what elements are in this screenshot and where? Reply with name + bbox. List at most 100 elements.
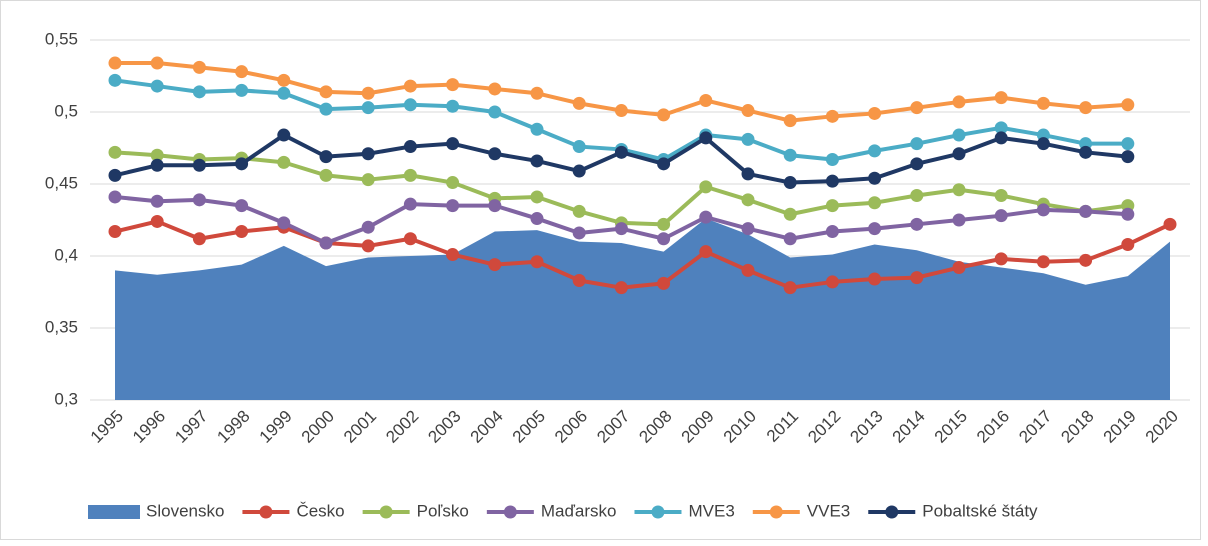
marker: [488, 105, 502, 119]
marker: [277, 128, 291, 142]
marker: [108, 190, 122, 204]
marker: [319, 150, 333, 164]
legend-label: Slovensko: [146, 501, 224, 520]
marker: [361, 239, 375, 253]
marker: [657, 217, 671, 231]
marker: [994, 189, 1008, 203]
marker: [572, 140, 586, 154]
marker: [235, 225, 249, 239]
marker: [446, 176, 460, 190]
marker: [235, 199, 249, 213]
legend-label: VVE3: [807, 501, 850, 520]
marker: [699, 131, 713, 145]
marker: [192, 232, 206, 246]
marker: [572, 164, 586, 178]
legend-label: Poľsko: [417, 501, 469, 520]
y-tick-label: 0,4: [54, 245, 78, 264]
line: [114, 219, 1171, 290]
marker: [910, 217, 924, 231]
marker: [994, 131, 1008, 145]
marker: [1121, 98, 1135, 112]
legend-label: Pobaltské štáty: [922, 501, 1038, 520]
marker: [319, 85, 333, 99]
marker: [488, 147, 502, 161]
marker: [488, 258, 502, 272]
marker: [783, 232, 797, 246]
marker: [994, 91, 1008, 105]
marker: [1121, 207, 1135, 221]
marker: [952, 147, 966, 161]
marker: [825, 153, 839, 167]
marker: [614, 145, 628, 159]
legend-marker: [503, 505, 517, 519]
marker: [108, 73, 122, 87]
marker: [361, 86, 375, 100]
marker: [150, 56, 164, 70]
marker: [403, 197, 417, 211]
marker: [783, 176, 797, 190]
y-tick-label: 0,45: [45, 173, 78, 192]
marker: [741, 132, 755, 146]
legend-marker: [651, 505, 665, 519]
legend-marker: [259, 505, 273, 519]
marker: [657, 108, 671, 122]
marker: [361, 220, 375, 234]
marker: [1121, 237, 1135, 251]
marker: [741, 167, 755, 181]
marker: [868, 272, 882, 286]
marker: [614, 104, 628, 118]
legend-marker: [379, 505, 393, 519]
marker: [108, 145, 122, 159]
marker: [910, 157, 924, 171]
marker: [446, 78, 460, 92]
marker: [825, 109, 839, 123]
marker: [994, 209, 1008, 223]
marker: [572, 226, 586, 240]
marker: [910, 137, 924, 151]
marker: [403, 168, 417, 182]
marker: [277, 155, 291, 169]
marker: [952, 261, 966, 275]
marker: [910, 189, 924, 203]
marker: [825, 174, 839, 188]
marker: [868, 222, 882, 236]
marker: [361, 147, 375, 161]
marker: [403, 140, 417, 154]
marker: [994, 252, 1008, 266]
marker: [530, 122, 544, 136]
marker: [446, 248, 460, 262]
marker: [1079, 253, 1093, 267]
y-tick-label: 0,5: [54, 101, 78, 120]
marker: [488, 82, 502, 96]
marker: [1036, 203, 1050, 217]
marker: [488, 199, 502, 213]
marker: [446, 137, 460, 151]
marker: [235, 157, 249, 171]
marker: [1079, 204, 1093, 218]
marker: [361, 173, 375, 187]
marker: [530, 154, 544, 168]
marker: [1163, 217, 1177, 231]
marker: [952, 95, 966, 109]
marker: [783, 114, 797, 128]
legend-label: MVE3: [688, 501, 734, 520]
marker: [150, 214, 164, 228]
marker: [952, 183, 966, 197]
marker: [1121, 150, 1135, 164]
marker: [1036, 137, 1050, 151]
marker: [277, 86, 291, 100]
marker: [530, 190, 544, 204]
marker: [614, 281, 628, 295]
marker: [783, 148, 797, 162]
marker: [530, 86, 544, 100]
marker: [572, 204, 586, 218]
marker: [1079, 101, 1093, 115]
marker: [150, 148, 164, 162]
marker: [868, 144, 882, 158]
marker: [1036, 255, 1050, 269]
marker: [910, 101, 924, 115]
marker: [108, 225, 122, 239]
marker: [192, 85, 206, 99]
marker: [192, 193, 206, 207]
